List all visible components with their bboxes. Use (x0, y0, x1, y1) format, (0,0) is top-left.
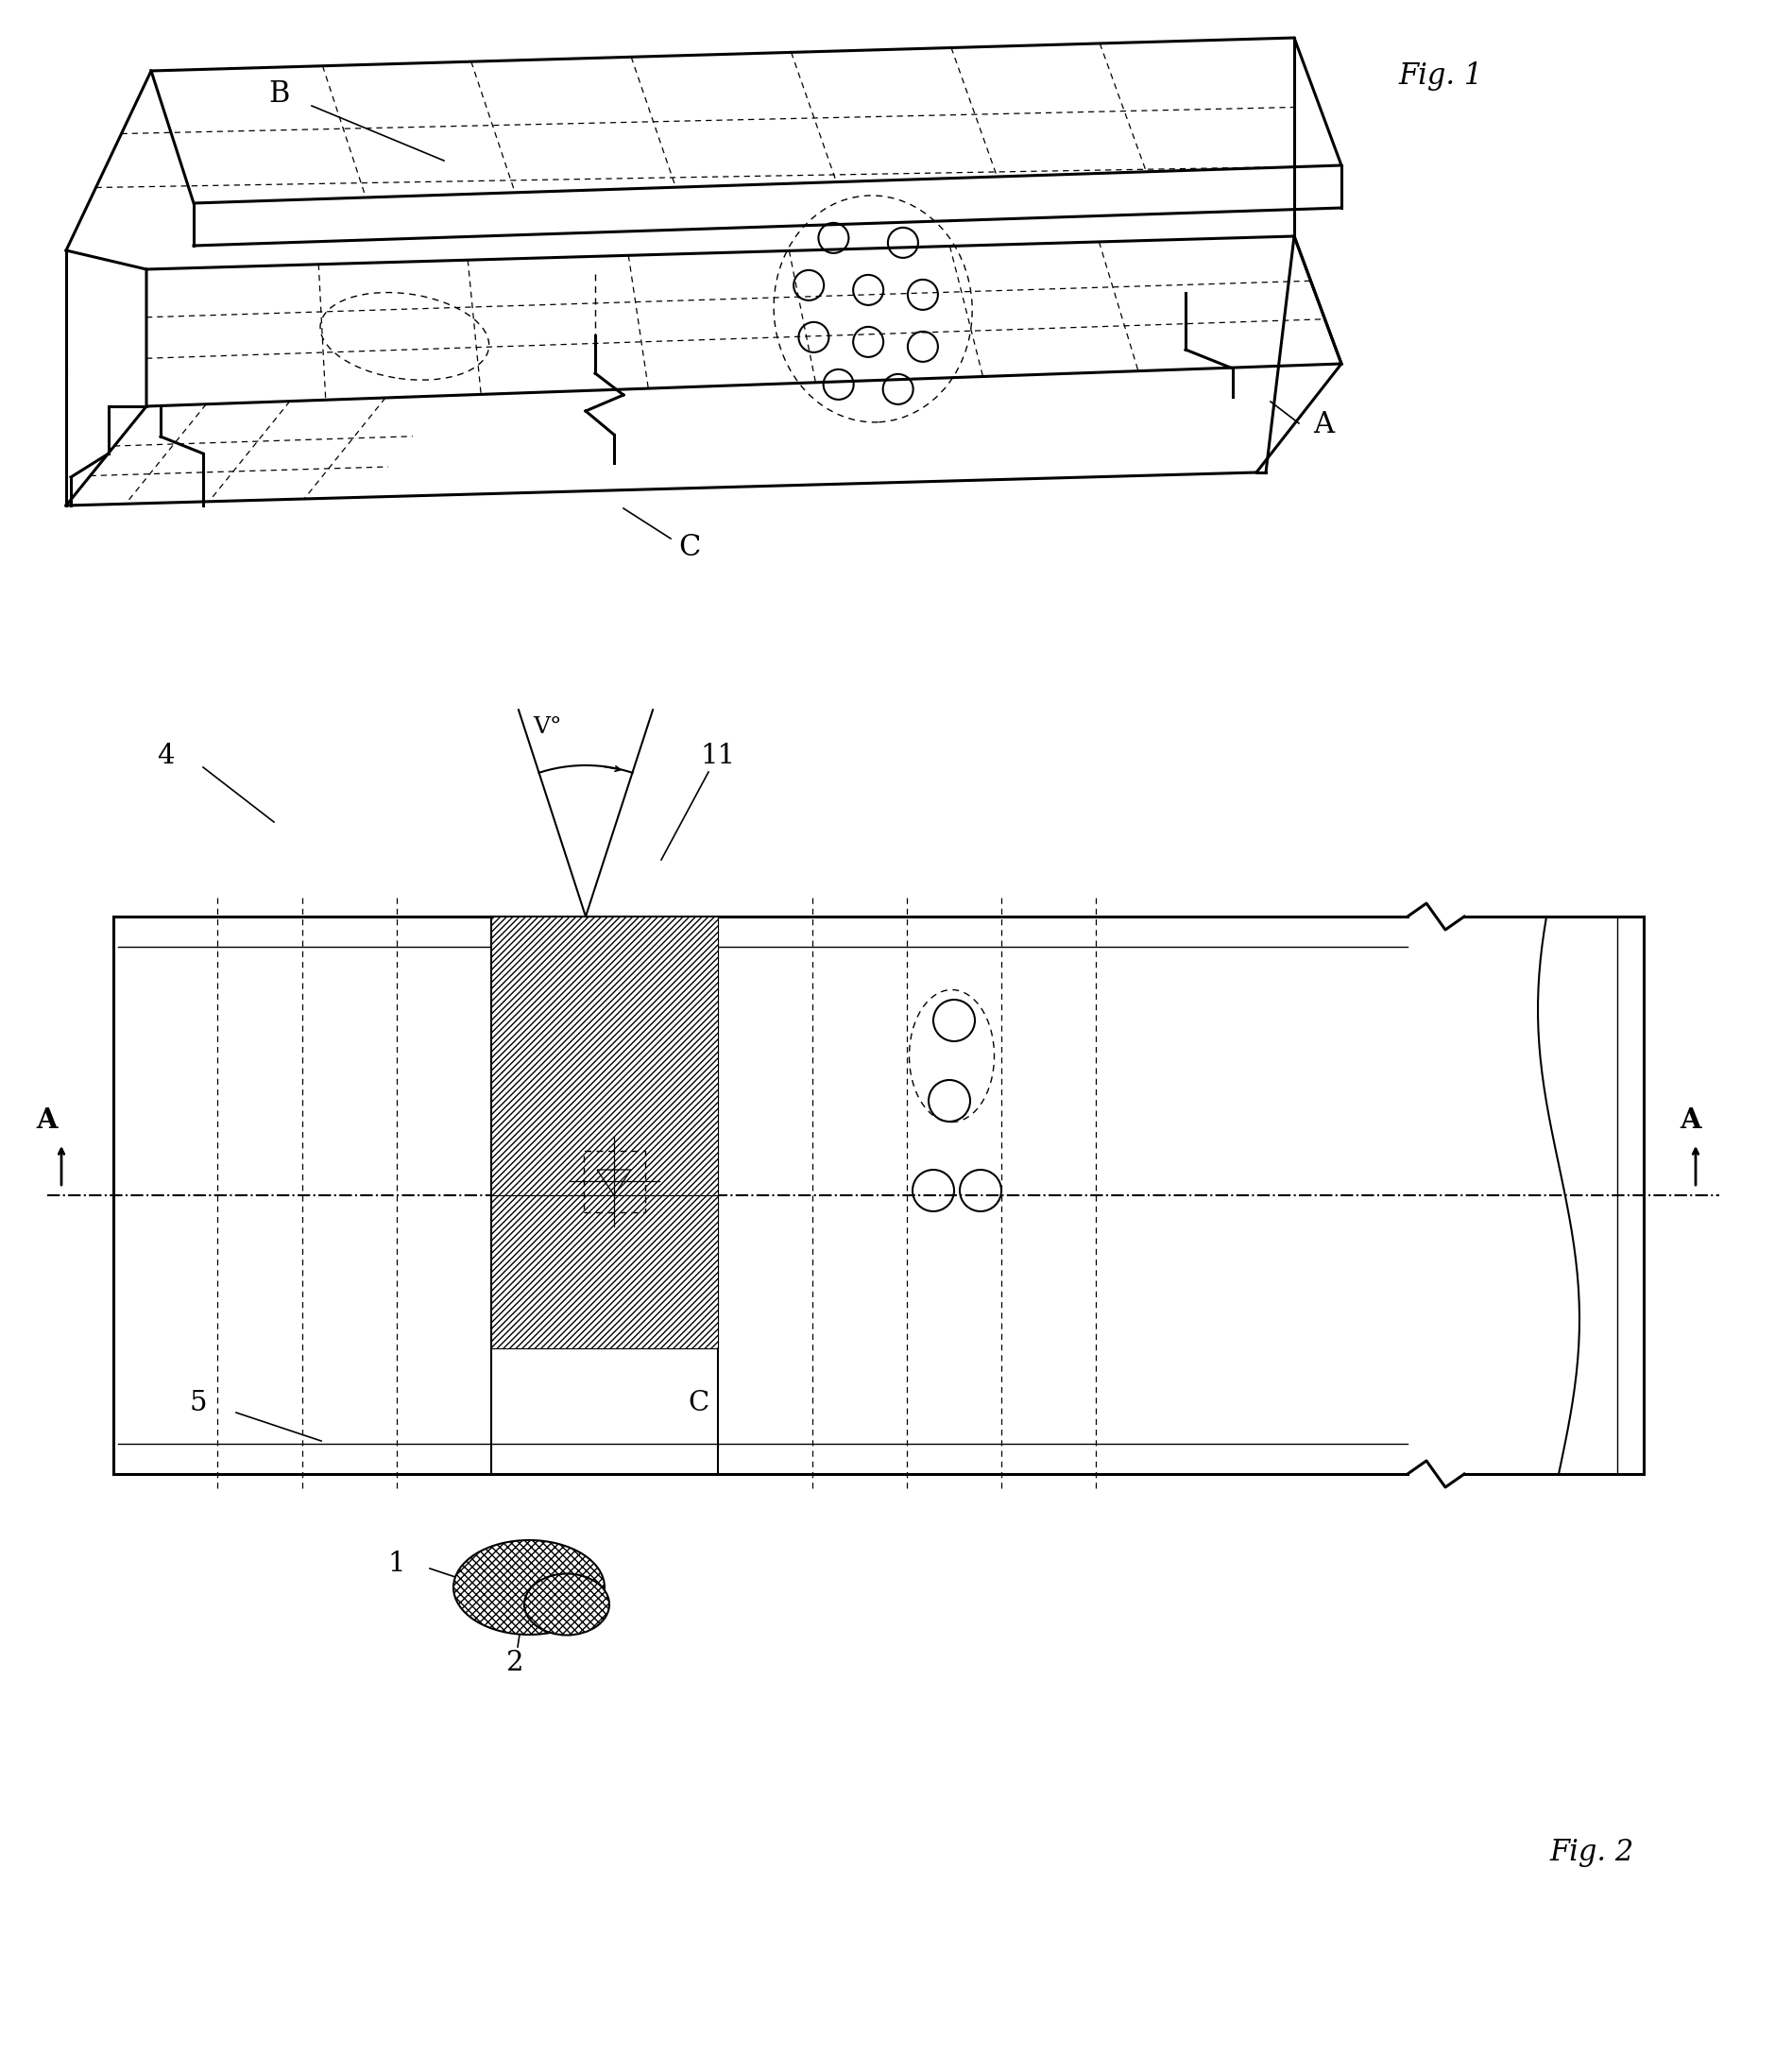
Text: A: A (36, 1107, 57, 1133)
Text: A: A (1314, 411, 1333, 440)
Text: C: C (688, 1391, 710, 1417)
Text: Fig. 2: Fig. 2 (1550, 1837, 1634, 1866)
Text: 5: 5 (190, 1391, 208, 1417)
Text: B: B (269, 80, 289, 109)
Polygon shape (491, 917, 719, 1195)
Text: Fig. 1: Fig. 1 (1398, 62, 1482, 91)
Text: 4: 4 (156, 743, 174, 769)
Text: C: C (679, 533, 701, 564)
Text: 1: 1 (389, 1551, 405, 1578)
Text: 2: 2 (505, 1650, 523, 1676)
Ellipse shape (525, 1574, 609, 1635)
Text: V°: V° (534, 716, 563, 738)
Ellipse shape (453, 1541, 604, 1635)
Polygon shape (491, 1195, 719, 1349)
Text: A: A (1681, 1107, 1702, 1133)
Text: 11: 11 (701, 743, 735, 769)
